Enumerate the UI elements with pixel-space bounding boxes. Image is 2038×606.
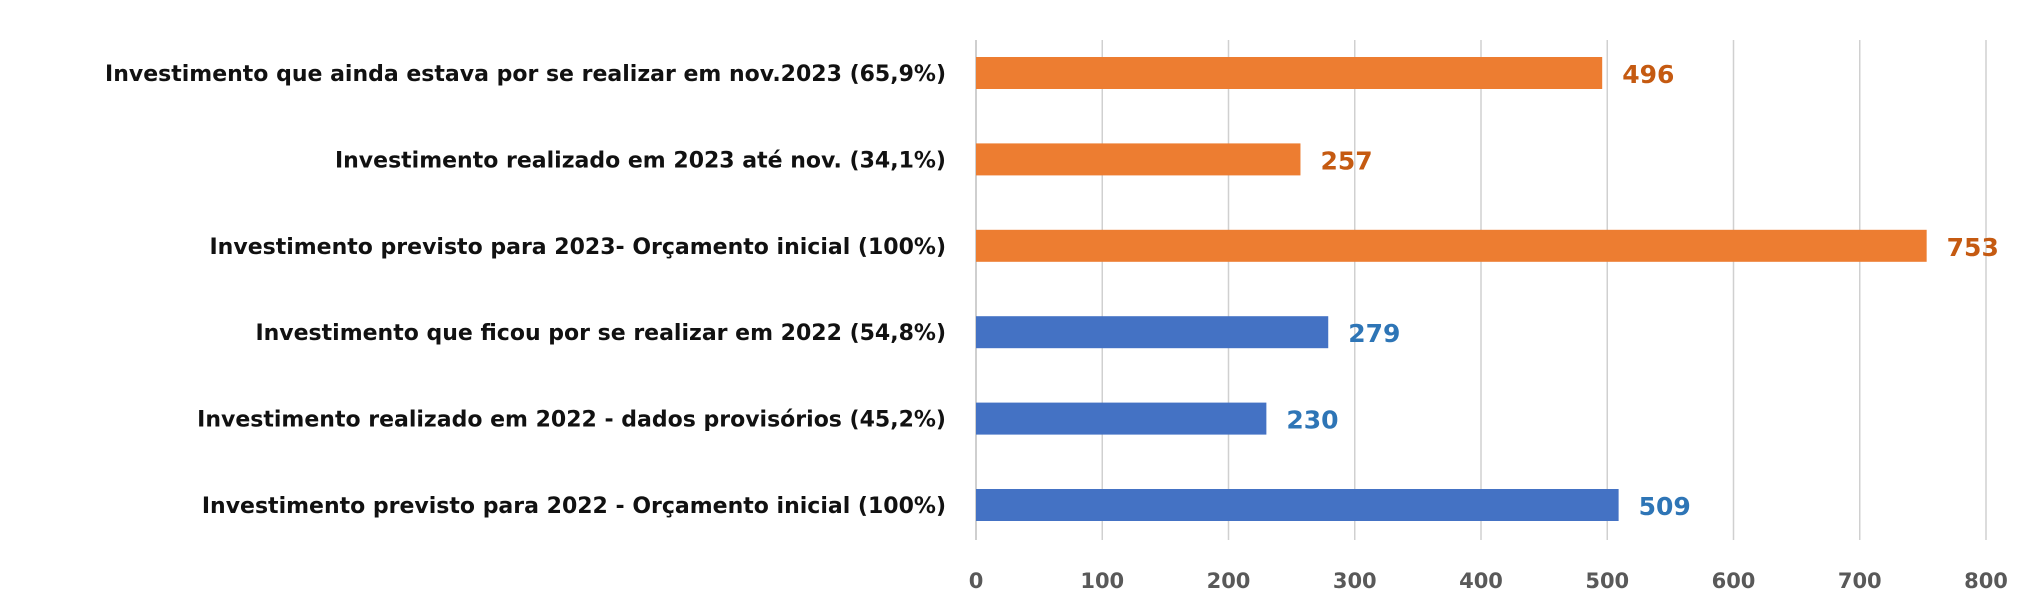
x-axis-tick-labels: 0 100 200 300 400 500 600 700 800 [969, 569, 2008, 593]
bar [976, 489, 1619, 521]
category-label: Investimento previsto para 2022 - Orçame… [202, 494, 946, 519]
bar [976, 143, 1301, 176]
x-tick-label: 200 [1207, 569, 1251, 593]
data-label: 257 [1320, 146, 1372, 175]
x-tick-label: 300 [1333, 569, 1377, 593]
bar [976, 229, 1927, 262]
x-tick-label: 700 [1838, 569, 1882, 593]
bars [976, 57, 1927, 521]
x-tick-label: 500 [1585, 569, 1629, 593]
x-tick-label: 800 [1964, 569, 2008, 593]
data-label: 496 [1622, 60, 1674, 89]
bar [976, 57, 1603, 89]
data-label: 230 [1286, 406, 1338, 435]
category-label: Investimento que ainda estava por se rea… [105, 62, 946, 87]
data-label: 279 [1348, 319, 1400, 348]
data-label: 509 [1639, 492, 1691, 521]
x-tick-label: 0 [969, 569, 984, 593]
data-label: 753 [1947, 233, 1999, 262]
category-labels: Investimento que ainda estava por se rea… [105, 62, 946, 519]
category-label: Investimento realizado em 2022 - dados p… [197, 408, 946, 433]
bar [976, 316, 1329, 349]
data-labels: 496 257 753 279 230 509 [1286, 60, 1998, 521]
category-label: Investimento que ficou por se realizar e… [255, 321, 946, 346]
x-tick-label: 400 [1459, 569, 1503, 593]
x-tick-label: 100 [1080, 569, 1124, 593]
category-label: Investimento previsto para 2023- Orçamen… [210, 235, 947, 260]
bar [976, 402, 1267, 435]
category-label: Investimento realizado em 2023 até nov. … [335, 148, 946, 173]
gridlines [975, 40, 1987, 540]
x-tick-label: 600 [1712, 569, 1756, 593]
